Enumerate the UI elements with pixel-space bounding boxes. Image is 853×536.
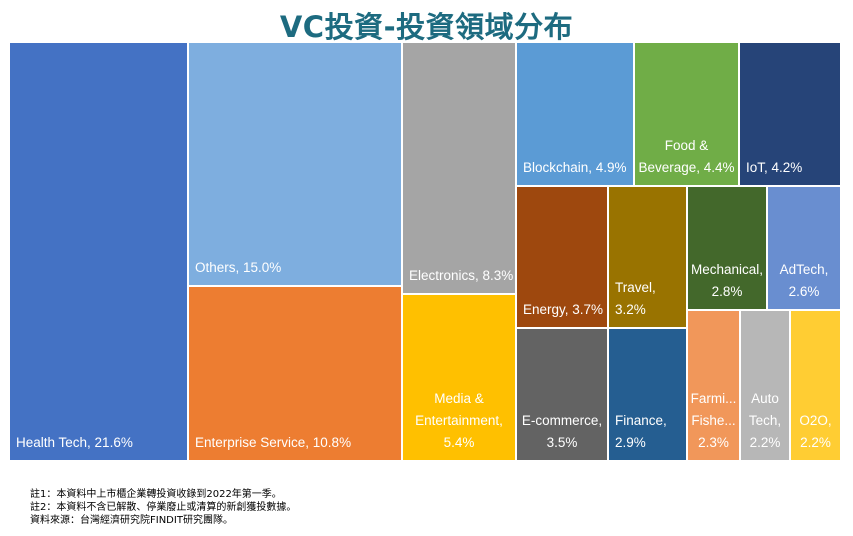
- tile-label: Blockchain, 4.9%: [523, 160, 627, 175]
- note-2: 註2：本資料不含已解散、停業廢止或清算的新創獲投數據。: [30, 502, 297, 513]
- tile-label: Food & Beverage, 4.4%: [638, 138, 735, 175]
- tile-label: Mechanical, 2.8%: [690, 262, 764, 299]
- treemap-tile: Others, 15.0%: [189, 43, 403, 287]
- tile-label: Electronics, 8.3%: [409, 268, 514, 283]
- note-1: 註1：本資料中上市櫃企業轉投資收錄到2022年第一季。: [30, 489, 282, 500]
- tile-label: O2O, 2.2%: [799, 413, 832, 450]
- treemap-tile: Enterprise Service, 10.8%: [189, 287, 403, 462]
- treemap-tile: IoT, 4.2%: [740, 43, 842, 187]
- tile-label: AdTech, 2.6%: [779, 262, 829, 299]
- tile-label: Health Tech, 21.6%: [16, 435, 133, 450]
- treemap-tile: Auto Tech, 2.2%: [741, 311, 791, 462]
- treemap-tile: Electronics, 8.3%: [403, 43, 517, 295]
- tile-label: Finance, 2.9%: [615, 413, 667, 450]
- chart-title: VC投資-投資領域分布: [279, 10, 574, 44]
- treemap-tile: E-commerce, 3.5%: [517, 329, 609, 462]
- treemap-tile: Travel, 3.2%: [609, 187, 688, 329]
- chart-notes: 註1：本資料中上市櫃企業轉投資收錄到2022年第一季。 註2：本資料不含已解散、…: [30, 488, 296, 527]
- treemap-tile: O2O, 2.2%: [791, 311, 842, 462]
- note-3: 資料來源：台灣經濟研究院FINDIT研究團隊。: [30, 515, 233, 526]
- tile-label: Auto Tech, 2.2%: [748, 391, 782, 450]
- treemap-tile: Farmi... Fishe... 2.3%: [688, 311, 741, 462]
- tile-label: IoT, 4.2%: [746, 160, 803, 175]
- treemap-tile: Mechanical, 2.8%: [688, 187, 768, 311]
- treemap-tile: AdTech, 2.6%: [768, 187, 842, 311]
- treemap-tile: Health Tech, 21.6%: [10, 43, 189, 462]
- tile-label: Energy, 3.7%: [523, 302, 604, 317]
- treemap-tile: Blockchain, 4.9%: [517, 43, 635, 187]
- treemap-tile: Finance, 2.9%: [609, 329, 688, 462]
- tile-label: Farmi... Fishe... 2.3%: [690, 391, 737, 450]
- tile-label: Enterprise Service, 10.8%: [195, 435, 352, 450]
- tile-label: Others, 15.0%: [195, 260, 282, 275]
- treemap-tile: Energy, 3.7%: [517, 187, 609, 329]
- tile-label: Media & Entertainment, 5.4%: [415, 391, 503, 450]
- treemap-tile: Food & Beverage, 4.4%: [635, 43, 740, 187]
- tile-label: Travel, 3.2%: [615, 280, 656, 317]
- tile-label: E-commerce, 3.5%: [521, 413, 603, 450]
- treemap-tile: Media & Entertainment, 5.4%: [403, 295, 517, 462]
